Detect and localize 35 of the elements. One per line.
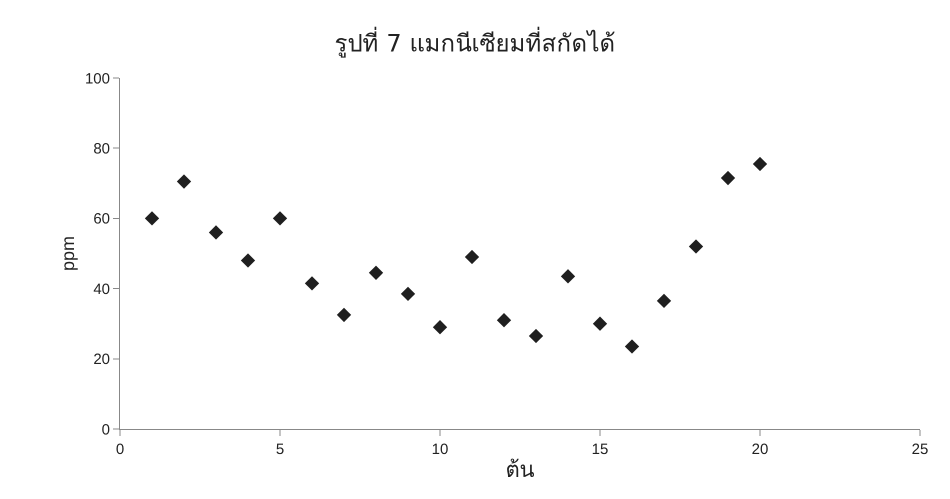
point (240, 253, 256, 268)
point (688, 239, 704, 254)
x-axis-title: ต้น (506, 458, 534, 483)
x-tick-label: 25 (912, 441, 928, 458)
point (400, 286, 416, 302)
point (464, 250, 480, 264)
y-tick-label: 20 (93, 351, 110, 368)
point (368, 266, 384, 280)
x-tick-label: 20 (752, 441, 768, 458)
y-axis-title: ppm (58, 236, 78, 272)
y-tick-label: 80 (93, 140, 110, 158)
x-tick-label: 10 (432, 441, 448, 458)
point (304, 276, 320, 290)
point (176, 174, 192, 189)
y-tick-label: 60 (93, 210, 110, 228)
point (336, 308, 352, 322)
point (272, 211, 288, 226)
point (528, 328, 544, 344)
point (432, 320, 448, 334)
y-tick-label: 40 (93, 280, 110, 298)
point (144, 211, 160, 226)
point (624, 339, 640, 354)
point (720, 170, 736, 186)
point (752, 156, 768, 172)
point (560, 269, 576, 284)
y-tick-label: 100 (84, 70, 110, 88)
point (592, 316, 608, 331)
chart-title: รูปที่ 7 แมกนีเซียมที่สกัดได้ (334, 26, 616, 59)
point (496, 313, 512, 328)
y-tick-label: 0 (102, 421, 110, 438)
point (656, 294, 672, 308)
x-tick-label: 15 (592, 441, 608, 458)
x-tick-label: 0 (116, 441, 124, 458)
x-tick-label: 5 (276, 441, 284, 458)
point (208, 225, 224, 240)
